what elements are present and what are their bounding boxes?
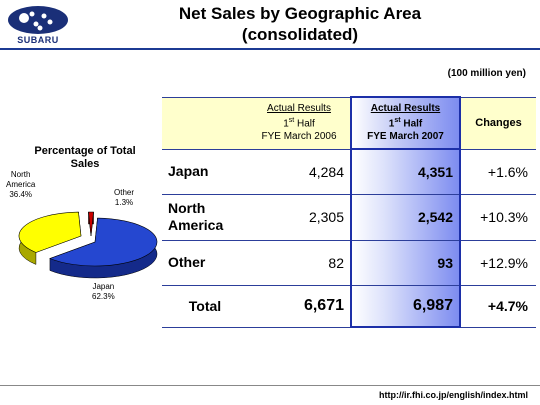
prev-value: 82 xyxy=(248,239,351,285)
footer-divider xyxy=(0,385,540,386)
title-line-2: (consolidated) xyxy=(241,25,359,44)
curr-value: 2,542 xyxy=(350,193,461,240)
pie-slice-north-america xyxy=(18,211,82,253)
prev-value: 6,671 xyxy=(248,284,351,327)
row-label: Japan xyxy=(162,148,248,194)
subaru-logo-icon xyxy=(8,6,68,34)
table-row: Japan 4,284 4,351 +1.6% xyxy=(162,148,536,194)
header-fye2006: Actual Results 1st Half FYE March 2006 xyxy=(248,96,351,149)
pie-label-north-america: North America 36.4% xyxy=(6,170,36,199)
page-title: Net Sales by Geographic Area (consolidat… xyxy=(90,3,510,45)
row-label: Other xyxy=(162,239,248,285)
sales-table: Actual Results 1st Half FYE March 2006 A… xyxy=(162,96,536,328)
table-corner xyxy=(162,96,248,149)
table-header-row: Actual Results 1st Half FYE March 2006 A… xyxy=(162,96,536,150)
header-fye2007: Actual Results 1st Half FYE March 2007 xyxy=(350,96,461,150)
pie-slice-japan xyxy=(49,217,158,267)
pie-title-line-2: Sales xyxy=(70,158,100,170)
pie-slice-other xyxy=(88,211,94,237)
unit-note: (100 million yen) xyxy=(447,68,526,79)
title-line-1: Net Sales by Geographic Area xyxy=(178,4,422,23)
curr-value: 93 xyxy=(350,239,461,285)
change-value: +1.6% xyxy=(460,148,536,194)
pie-label-other: Other 1.3% xyxy=(114,188,135,207)
prev-value: 4,284 xyxy=(248,148,351,194)
pie-chart xyxy=(18,211,158,279)
header-changes: Changes xyxy=(460,96,536,149)
pie-title-line-1: Percentage of Total xyxy=(34,145,136,157)
table-row-total: Total 6,671 6,987 +4.7% xyxy=(162,284,536,328)
change-value: +4.7% xyxy=(460,284,536,327)
change-value: +10.3% xyxy=(460,193,536,240)
curr-value: 6,987 xyxy=(350,284,461,328)
pie-title: Percentage of Total Sales xyxy=(20,145,150,171)
logo-text: SUBARU xyxy=(17,35,59,45)
table-row: Other 82 93 +12.9% xyxy=(162,239,536,285)
pie-label-japan: Japan 62.3% xyxy=(92,282,115,301)
table-row: North America 2,305 2,542 +10.3% xyxy=(162,193,536,240)
row-label: Total xyxy=(162,284,248,327)
row-label: North America xyxy=(162,193,248,240)
header-divider xyxy=(0,48,540,50)
curr-value: 4,351 xyxy=(350,148,461,194)
header: SUBARU Net Sales by Geographic Area (con… xyxy=(0,0,540,50)
footer-url[interactable]: http://ir.fhi.co.jp/english/index.html xyxy=(378,390,528,400)
prev-value: 2,305 xyxy=(248,193,351,240)
change-value: +12.9% xyxy=(460,239,536,285)
